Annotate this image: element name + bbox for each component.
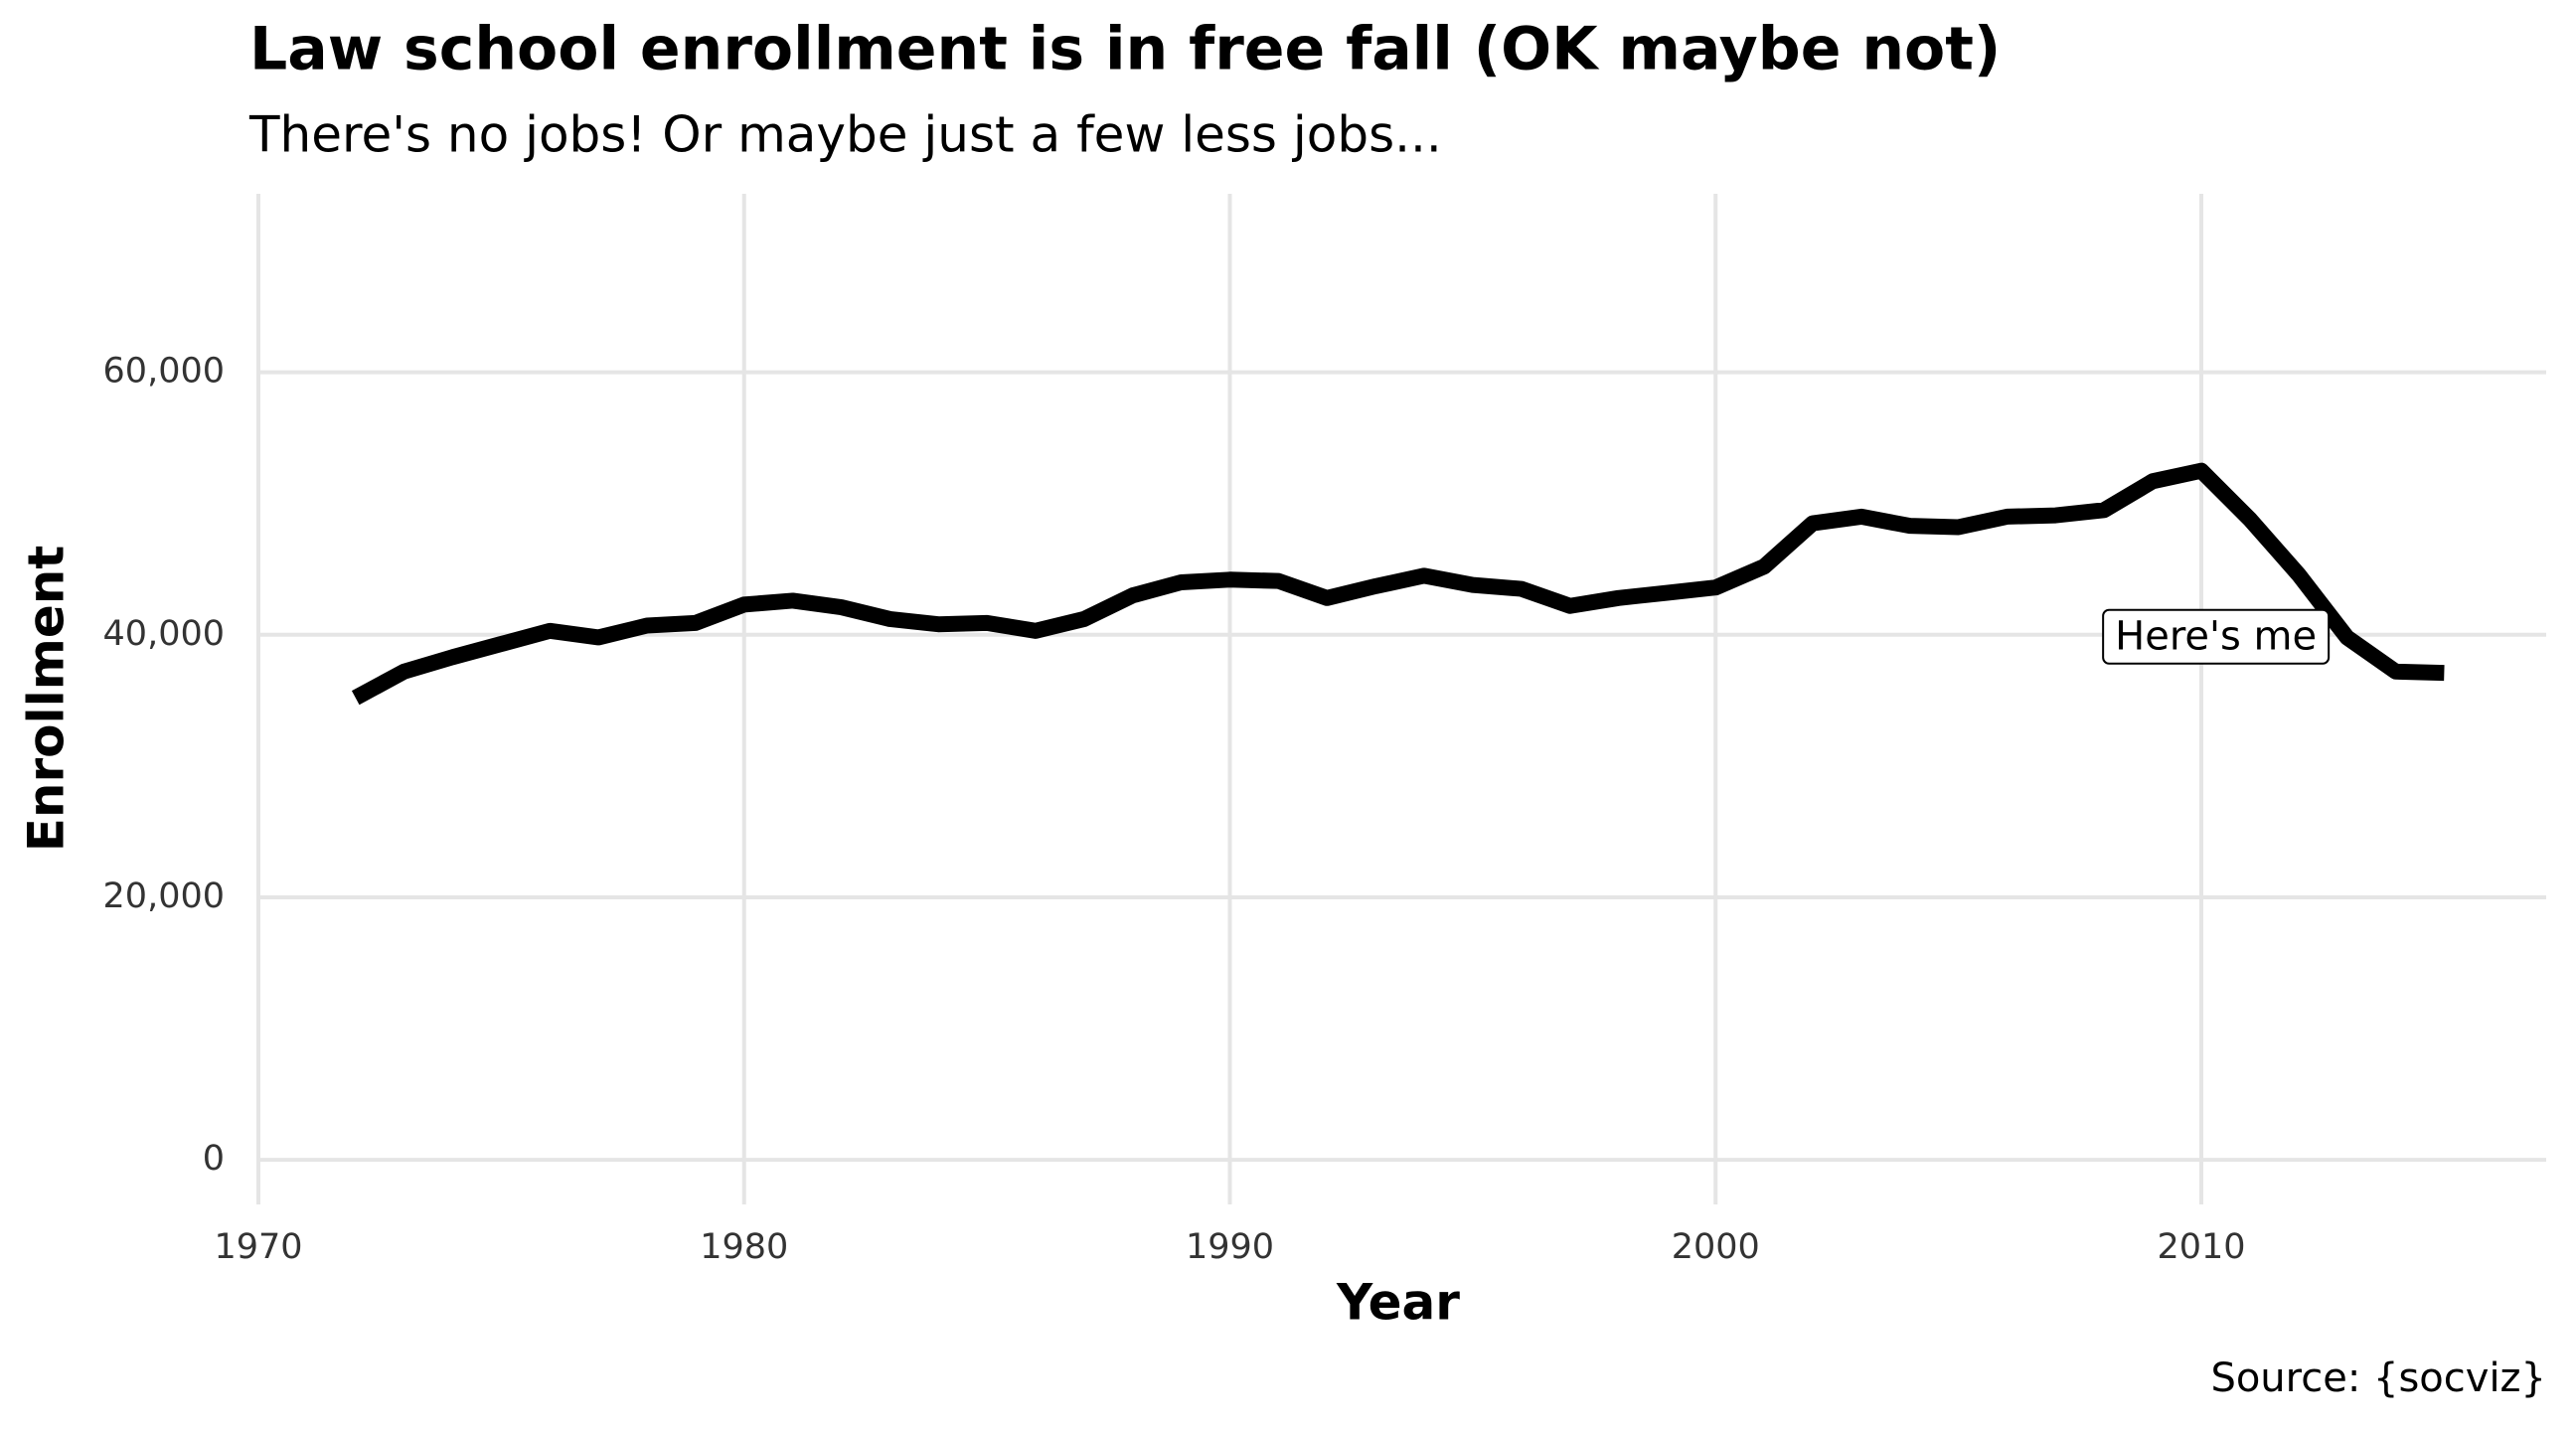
chart-title: Law school enrollment is in free fall (O…: [249, 15, 2001, 84]
y-axis-title: Enrollment: [18, 546, 76, 853]
y-tick-label: 20,000: [103, 876, 225, 916]
x-tick-label: 2010: [2157, 1227, 2245, 1267]
annotation-box: [2102, 608, 2331, 665]
x-tick-label: 1970: [214, 1227, 302, 1267]
x-tick-label: 1980: [700, 1227, 788, 1267]
annotation: Here's me: [2115, 614, 2317, 660]
line: [351, 462, 2445, 706]
x-tick-label: 2000: [1672, 1227, 1760, 1267]
y-tick-label: 60,000: [103, 352, 225, 392]
x-axis-title: Year: [1336, 1274, 1460, 1332]
y-tick-label: 0: [203, 1139, 225, 1179]
chart-subtitle: There's no jobs! Or maybe just a few les…: [248, 106, 1442, 164]
x-tick-label: 1990: [1186, 1227, 1274, 1267]
y-tick-label: 40,000: [103, 614, 225, 654]
caption: Source: {socviz}: [2210, 1355, 2546, 1401]
